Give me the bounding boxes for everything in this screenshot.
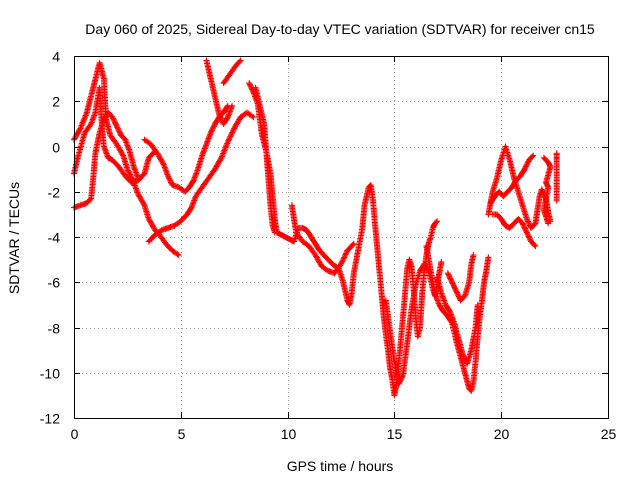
series-track-q bbox=[489, 211, 539, 250]
y-tick-label: 4 bbox=[52, 49, 60, 65]
x-tick-label: 10 bbox=[281, 426, 297, 442]
x-tick-label: 20 bbox=[494, 426, 510, 442]
data-point-marks bbox=[489, 211, 539, 250]
series-track-s bbox=[553, 150, 560, 204]
data-point-marks bbox=[246, 80, 441, 399]
series-track-b bbox=[71, 84, 159, 186]
data-marks bbox=[71, 57, 560, 399]
series-track-e bbox=[145, 109, 257, 245]
series-track-r bbox=[540, 154, 554, 227]
series-track-d bbox=[141, 102, 231, 195]
series-track-n bbox=[444, 252, 477, 304]
data-point-marks bbox=[288, 202, 357, 277]
series-track-g bbox=[220, 57, 244, 87]
y-tick-labels: -12 -10 -8 -6 -4 -2 0 2 4 bbox=[40, 49, 60, 427]
y-tick-label: -10 bbox=[40, 366, 60, 382]
data-point-marks bbox=[145, 109, 257, 245]
data-point-marks bbox=[203, 57, 236, 127]
y-tick-label: 2 bbox=[52, 94, 60, 110]
series-track-j bbox=[288, 202, 357, 277]
x-tick-labels: 0 5 10 15 20 25 bbox=[71, 426, 617, 442]
data-point-marks bbox=[220, 57, 244, 87]
data-point-marks bbox=[553, 150, 560, 204]
y-tick-label: -4 bbox=[48, 230, 61, 246]
x-tick-label: 5 bbox=[178, 426, 186, 442]
data-point-marks bbox=[423, 243, 492, 394]
data-point-marks bbox=[71, 84, 159, 186]
x-axis-label: GPS time / hours bbox=[287, 458, 394, 474]
x-tick-label: 25 bbox=[601, 426, 617, 442]
series-track-i bbox=[252, 84, 278, 236]
y-tick-label: -8 bbox=[48, 321, 61, 337]
chart-title: Day 060 of 2025, Sidereal Day-to-day VTE… bbox=[85, 21, 595, 37]
data-point-marks bbox=[141, 102, 231, 195]
y-tick-label: 0 bbox=[52, 140, 60, 156]
y-tick-label: -2 bbox=[48, 185, 61, 201]
plot-frame bbox=[74, 56, 609, 419]
y-axis-label: SDTVAR / TECUs bbox=[6, 182, 22, 294]
series-track-h bbox=[246, 80, 441, 399]
series-track-f bbox=[203, 57, 236, 127]
y-tick-label: -6 bbox=[48, 275, 61, 291]
series-track-p bbox=[487, 152, 537, 207]
x-tick-label: 0 bbox=[71, 426, 79, 442]
data-point-marks bbox=[487, 152, 537, 207]
series-track-m bbox=[434, 274, 481, 367]
data-point-marks bbox=[444, 252, 477, 304]
series-track-l bbox=[423, 243, 492, 394]
data-point-marks bbox=[252, 84, 278, 236]
y-tick-label: -12 bbox=[40, 411, 60, 427]
x-tick-label: 15 bbox=[387, 426, 403, 442]
data-point-marks bbox=[434, 274, 481, 367]
data-point-marks bbox=[540, 154, 554, 227]
